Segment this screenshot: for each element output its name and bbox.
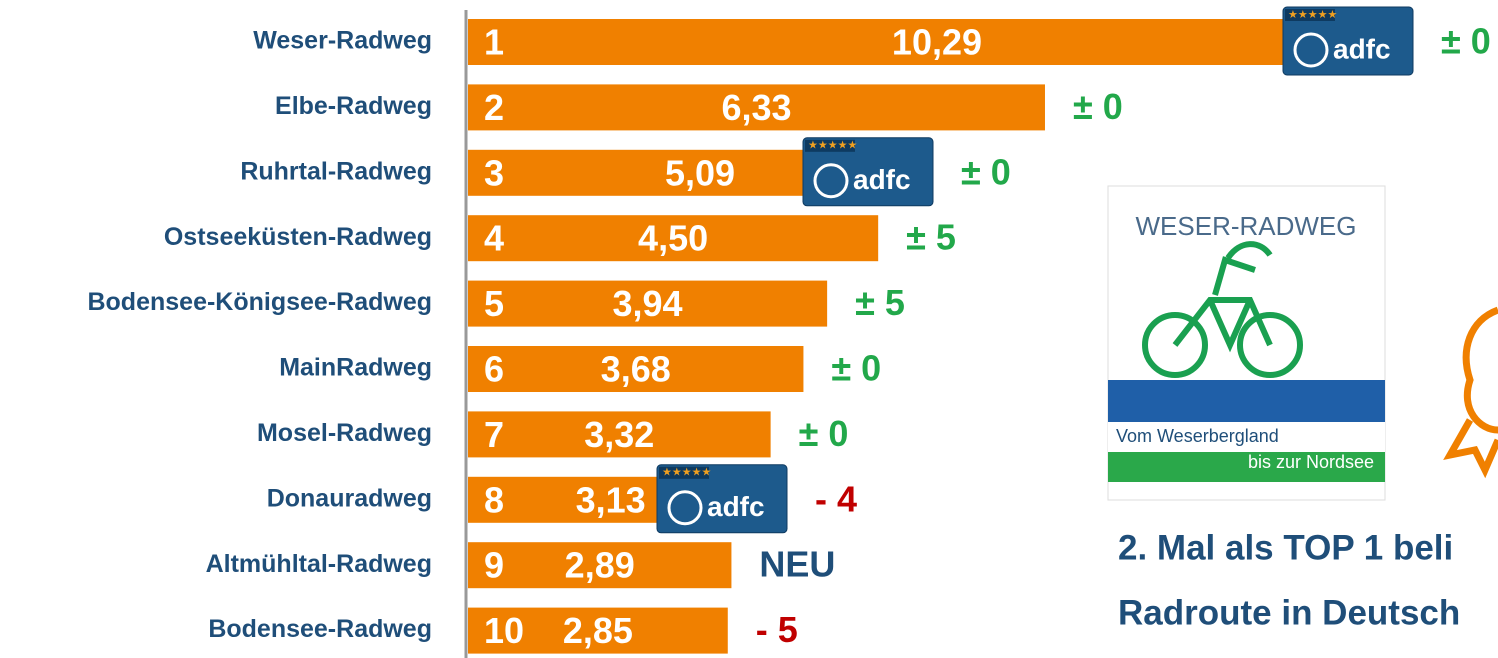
logo-line: Vom Weserbergland [1116,426,1279,446]
logo-title: WESER-RADWEG [1136,211,1357,241]
badge-stars: ★★★★★ [1288,9,1337,21]
caption: 2. Mal als TOP 1 beli [1118,528,1453,567]
value-label: 3,68 [601,349,671,390]
badge-ring [1293,32,1329,68]
change-label: ± 0 [1441,21,1491,62]
change-label: ± 5 [855,282,905,323]
badge-stars-bg [805,139,855,152]
bar [468,215,879,262]
logo: WESER-RADWEG Vom Weserbergland bis zur N… [1107,185,1386,501]
value-label: 3,32 [584,414,654,455]
badge-label: adfc [1333,33,1391,64]
badge-ring [813,163,849,199]
value-label: 4,50 [638,218,708,259]
rank-label: 2 [484,87,504,128]
adfc-badge: ★★★★★ adfc [802,137,934,207]
adfc-badge: ★★★★★ adfc [1282,6,1414,76]
rank-label: 9 [484,545,504,586]
rank-label: 7 [484,414,504,455]
caption: Radroute in Deutsch [1118,593,1460,632]
award-icon [1443,306,1498,479]
bar [468,607,728,654]
y-tick-label: Ruhrtal-Radweg [240,157,432,185]
bar [468,84,1045,131]
badge-stars-bg [659,466,709,479]
y-tick-label: Elbe-Radweg [275,92,432,120]
badge-ring [667,490,703,526]
y-tick-label: Bodensee-Königsee-Radweg [87,288,432,316]
adfc-badge: ★★★★★ adfc [656,464,788,534]
badge-bg [802,137,934,207]
rank-label: 8 [484,479,504,520]
change-label: ± 0 [1073,86,1123,127]
y-tick-label: Bodensee-Radweg [208,615,432,643]
badge-label: adfc [707,491,765,522]
badge-bg [656,464,788,534]
rank-label: 10 [484,610,524,651]
logo-band-green [1108,452,1385,482]
value-label: 2,89 [565,545,635,586]
bar [468,542,732,589]
logo-line: bis zur Nordsee [1248,452,1374,472]
value-label: 3,13 [576,479,646,520]
y-tick-label: Weser-Radweg [253,27,432,55]
value-label: 6,33 [721,87,791,128]
rank-label: 6 [484,349,504,390]
cyclist-icon [1142,241,1303,378]
change-label: ± 0 [961,151,1011,192]
badge-bg [1282,6,1414,76]
value-label: 10,29 [892,22,982,63]
rank-label: 1 [484,22,504,63]
logo-band-white [1108,422,1385,452]
y-tick-label: Ostseeküsten-Radweg [164,223,432,251]
y-tick-label: Altmühltal-Radweg [206,550,432,578]
value-label: 2,85 [563,610,633,651]
badge-label: adfc [853,164,911,195]
y-tick-label: Donauradweg [267,484,432,512]
value-label: 5,09 [665,152,735,193]
rank-label: 5 [484,283,504,324]
bar [468,411,771,458]
badge-stars-bg [1285,9,1335,21]
y-tick-label: MainRadweg [279,354,432,382]
change-label: ± 0 [799,413,849,454]
change-label: - 4 [815,478,857,519]
change-label: - 5 [756,609,798,650]
change-label: ± 0 [831,348,881,389]
badge-stars: ★★★★★ [808,140,857,152]
bar [468,346,804,392]
change-label: ± 5 [906,217,956,258]
value-label: 3,94 [613,283,683,324]
y-tick-label: Mosel-Radweg [257,419,432,447]
bar [468,280,828,327]
rank-label: 4 [484,218,504,259]
bar [468,19,1406,65]
rank-label: 3 [484,152,504,193]
logo-band-blue [1108,380,1385,422]
change-label: NEU [759,544,835,585]
badge-stars: ★★★★★ [662,467,711,479]
